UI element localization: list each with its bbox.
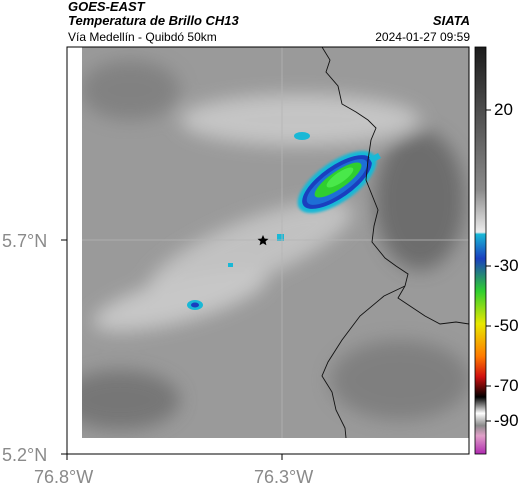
source-label: SIATA — [432, 13, 470, 28]
axis-ticks — [61, 239, 283, 460]
lat-tick-label-5-7: 5.7°N — [2, 231, 48, 251]
star-icon — [257, 235, 269, 246]
colorbar — [474, 46, 491, 455]
cold-cloud-cells — [187, 132, 381, 310]
brightness-temperature-image — [82, 47, 469, 438]
region-label: Vía Medellín - Quibdó 50km — [68, 30, 217, 44]
colorbar-label-20: 20 — [494, 100, 513, 119]
lat-tick-label-5-2: 5.2°N — [2, 445, 48, 465]
colorbar-label-minus50: -50 — [494, 316, 519, 335]
lon-tick-label-76-8: 76.8°W — [34, 467, 94, 487]
lon-tick-label-76-3: 76.3°W — [254, 467, 314, 487]
colorbar-label-minus90: -90 — [494, 411, 519, 430]
product-title: Temperatura de Brillo CH13 — [68, 13, 239, 28]
datetime-label: 2024-01-27 09:59 — [375, 30, 470, 44]
colorbar-label-minus70: -70 — [494, 376, 519, 395]
satellite-label: GOES-EAST — [68, 0, 145, 14]
political-border — [321, 47, 469, 438]
colorbar-label-minus30: -30 — [494, 256, 519, 275]
